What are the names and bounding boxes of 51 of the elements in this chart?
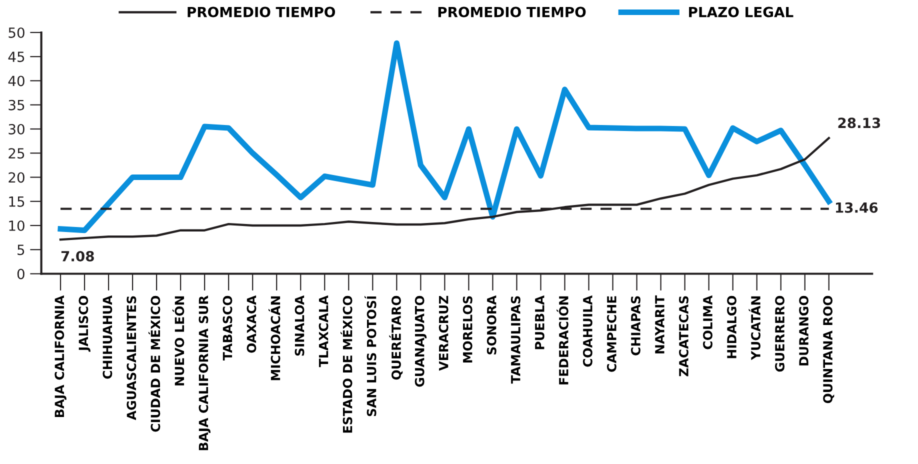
x-tick-label: GUERRERO	[775, 296, 784, 372]
x-tick-label: CIUDAD DE MÉXICO	[148, 296, 160, 432]
data-label: 13.46	[836, 202, 878, 213]
x-tick-label: CHIAPAS	[630, 296, 640, 356]
x-tick-label: TLAXCALA	[318, 295, 328, 368]
y-tick-label: 20	[8, 172, 24, 183]
x-tick-label: AGUASCALIENTES	[126, 296, 136, 420]
x-tick-label: COAHUILA	[582, 295, 592, 367]
x-tick-label: COLIMA	[702, 295, 712, 350]
x-tick-label: BAJA CALIFORNIA SUR	[198, 296, 211, 450]
x-tick-label: DURANGO	[799, 296, 808, 366]
x-tick-label: NUEVO LEÓN	[172, 296, 184, 386]
x-tick-label: GUANAJUATO	[414, 296, 427, 387]
x-tick-label: QUINTANA ROO	[823, 296, 834, 404]
x-tick-label: TAMAULIPAS	[510, 296, 520, 384]
y-tick-label: 30	[8, 124, 24, 134]
y-tick-label: 5	[18, 244, 24, 256]
y-tick-label: 40	[8, 76, 24, 86]
y-tick-label: 35	[8, 100, 24, 110]
x-tick-label: YUCATÁN	[748, 296, 760, 360]
x-tick-label: QUERÉTARO	[389, 296, 403, 380]
x-tick-label: CHIHUAHUA	[102, 295, 112, 379]
x-tick-label: BAJA CALIFORNIA	[54, 295, 66, 418]
x-tick-label: PUEBLA	[535, 295, 544, 350]
y-tick-label: 45	[8, 52, 24, 62]
x-tick-label: MICHOACÁN	[268, 296, 280, 380]
x-tick-label: OAXACA	[246, 295, 256, 353]
x-tick-label: TABASCO	[222, 296, 232, 360]
x-tick-label: ZACATECAS	[678, 296, 688, 376]
x-tick-label: SINALOA	[294, 295, 304, 356]
x-tick-label: JALISCO	[78, 296, 90, 352]
x-tick-label: CAMPECHE	[606, 296, 616, 372]
x-tick-label: SAN LUIS POTOSÍ	[364, 296, 376, 416]
y-tick-label: 15	[9, 196, 24, 207]
legend-label: PROMEDIO TIEMPO	[188, 6, 336, 18]
y-tick-label: 0	[17, 268, 24, 280]
y-tick-label: 50	[8, 27, 24, 38]
x-tick-label: SONORA	[486, 295, 496, 354]
data-label: 7.08	[61, 250, 94, 262]
legend-label: PROMEDIO TIEMPO	[438, 6, 586, 18]
data-label: 28.13	[838, 118, 880, 128]
x-tick-label: FEDERACIÓN	[556, 296, 568, 384]
y-tick-label: 25	[8, 148, 24, 159]
y-tick-label: 10	[9, 220, 24, 231]
x-tick-label: ESTADO DE MÉXICO	[340, 296, 352, 433]
x-tick-label: VERACRUZ	[438, 296, 448, 371]
x-tick-label: HIDALGO	[727, 296, 736, 358]
line-series	[59, 136, 830, 241]
x-tick-label: NAYARIT	[655, 295, 664, 354]
legend-label: PLAZO LEGAL	[689, 6, 794, 18]
x-tick-label: MORELOS	[462, 296, 472, 363]
